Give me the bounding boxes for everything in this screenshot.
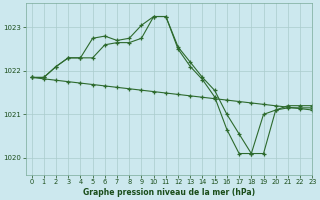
X-axis label: Graphe pression niveau de la mer (hPa): Graphe pression niveau de la mer (hPa) xyxy=(83,188,255,197)
